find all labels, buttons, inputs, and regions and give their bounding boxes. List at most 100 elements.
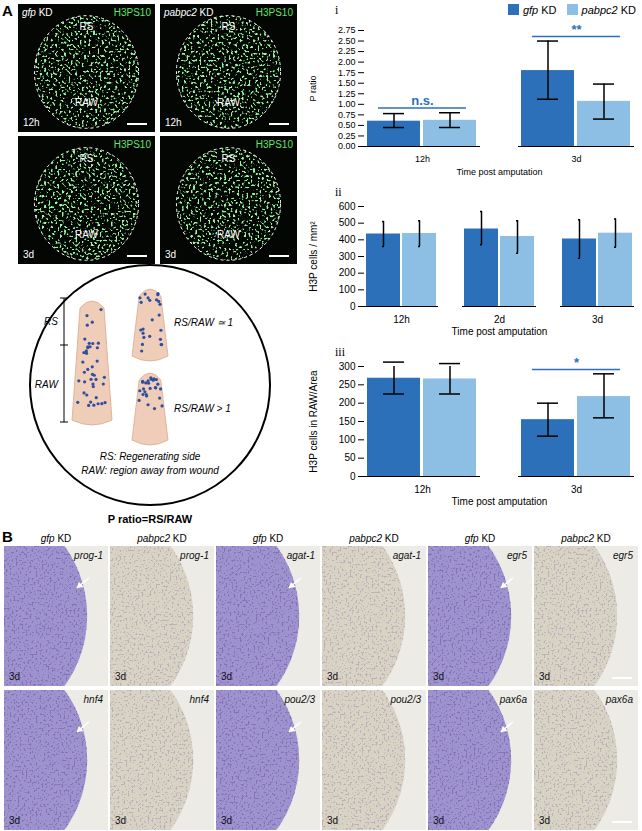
- svg-text:RS: RS: [44, 316, 58, 327]
- svg-text:3d: 3d: [165, 249, 176, 260]
- svg-text:pabpc2 KD: pabpc2 KD: [136, 533, 186, 544]
- svg-text:1.50: 1.50: [338, 78, 356, 88]
- svg-text:n.s.: n.s.: [411, 93, 433, 108]
- svg-text:3d: 3d: [23, 249, 34, 260]
- svg-text:200: 200: [339, 397, 356, 408]
- svg-text:12h: 12h: [165, 117, 182, 128]
- svg-text:Time post amputation: Time post amputation: [452, 496, 548, 507]
- svg-text:egr5: egr5: [507, 550, 527, 561]
- svg-text:RS/RAW ≃ 1: RS/RAW ≃ 1: [174, 317, 233, 328]
- svg-text:RAW: region away from wound: RAW: region away from wound: [81, 465, 219, 476]
- svg-text:H3PS10: H3PS10: [114, 7, 152, 18]
- svg-text:3d: 3d: [115, 815, 126, 826]
- svg-text:RS: RS: [80, 153, 94, 164]
- svg-text:600: 600: [339, 201, 356, 212]
- svg-text:egr5: egr5: [613, 550, 633, 561]
- svg-text:3d: 3d: [327, 671, 338, 682]
- svg-text:gfp KD: gfp KD: [41, 533, 72, 544]
- svg-text:pax6a: pax6a: [605, 694, 634, 705]
- svg-text:hnf4: hnf4: [190, 694, 210, 705]
- svg-text:400: 400: [339, 234, 356, 245]
- svg-text:P ratio: P ratio: [308, 76, 318, 102]
- svg-text:200: 200: [339, 267, 356, 278]
- svg-text:prog-1: prog-1: [73, 550, 103, 561]
- svg-text:50: 50: [344, 452, 356, 463]
- svg-text:3d: 3d: [433, 671, 444, 682]
- svg-text:100: 100: [339, 434, 356, 445]
- svg-text:pabpc2 KD: pabpc2 KD: [348, 533, 398, 544]
- svg-text:H3PS10: H3PS10: [256, 7, 294, 18]
- svg-text:2.00: 2.00: [338, 57, 356, 67]
- svg-text:1.75: 1.75: [338, 68, 356, 78]
- svg-text:2d: 2d: [494, 314, 505, 325]
- svg-text:*: *: [574, 355, 580, 370]
- svg-text:12h: 12h: [414, 484, 431, 495]
- svg-text:RS: RS: [222, 21, 236, 32]
- svg-text:RS/RAW > 1: RS/RAW > 1: [174, 403, 231, 414]
- svg-text:RS: Regenerating side: RS: Regenerating side: [100, 451, 201, 462]
- svg-text:P ratio=RS/RAW: P ratio=RS/RAW: [108, 513, 193, 525]
- svg-text:RAW: RAW: [217, 97, 241, 108]
- html-text:gfp KD: gfp KD: [522, 4, 557, 16]
- svg-text:RAW: RAW: [75, 229, 99, 240]
- svg-text:1.25: 1.25: [338, 89, 356, 99]
- svg-text:3d: 3d: [221, 815, 232, 826]
- svg-text:gfp KD: gfp KD: [253, 533, 284, 544]
- svg-text:H3PS10: H3PS10: [256, 139, 294, 150]
- svg-text:A: A: [2, 2, 13, 19]
- svg-text:prog-1: prog-1: [179, 550, 209, 561]
- svg-text:hnf4: hnf4: [84, 694, 104, 705]
- svg-text:3d: 3d: [592, 314, 603, 325]
- svg-text:0.75: 0.75: [338, 110, 356, 120]
- svg-text:agat-1: agat-1: [393, 550, 421, 561]
- svg-text:H3P cells / mm²: H3P cells / mm²: [308, 221, 319, 292]
- svg-text:gfp KD: gfp KD: [465, 533, 496, 544]
- svg-text:B: B: [2, 528, 13, 545]
- svg-text:Time post amputation: Time post amputation: [452, 326, 548, 337]
- svg-text:2.25: 2.25: [338, 46, 356, 56]
- svg-text:pou2/3: pou2/3: [389, 694, 421, 705]
- svg-text:pax6a: pax6a: [499, 694, 528, 705]
- svg-text:2.50: 2.50: [338, 36, 356, 46]
- svg-text:300: 300: [339, 251, 356, 262]
- svg-text:3d: 3d: [115, 671, 126, 682]
- svg-text:RS: RS: [80, 21, 94, 32]
- svg-text:3d: 3d: [539, 815, 550, 826]
- svg-text:pou2/3: pou2/3: [283, 694, 315, 705]
- svg-text:**: **: [571, 22, 582, 37]
- svg-text:pabpc2 KD: pabpc2 KD: [560, 533, 610, 544]
- svg-text:RAW: RAW: [217, 229, 241, 240]
- svg-text:3d: 3d: [571, 484, 582, 495]
- svg-text:0.50: 0.50: [338, 120, 356, 130]
- svg-text:12h: 12h: [23, 117, 40, 128]
- svg-text:H3P cells in RAW/Area: H3P cells in RAW/Area: [308, 370, 319, 473]
- svg-text:0.25: 0.25: [338, 131, 356, 141]
- svg-text:100: 100: [339, 284, 356, 295]
- svg-text:gfp KD: gfp KD: [22, 7, 53, 18]
- svg-text:3d: 3d: [9, 671, 20, 682]
- svg-text:3d: 3d: [571, 154, 581, 164]
- svg-text:agat-1: agat-1: [287, 550, 315, 561]
- svg-text:250: 250: [339, 379, 356, 390]
- svg-text:0: 0: [350, 301, 356, 312]
- svg-text:150: 150: [339, 416, 356, 427]
- svg-text:0: 0: [350, 471, 356, 482]
- svg-text:3d: 3d: [221, 671, 232, 682]
- svg-text:1.00: 1.00: [338, 99, 356, 109]
- svg-text:0.00: 0.00: [338, 141, 356, 151]
- svg-text:12h: 12h: [393, 314, 410, 325]
- svg-text:Time post amputation: Time post amputation: [456, 167, 542, 177]
- svg-text:3d: 3d: [539, 671, 550, 682]
- svg-text:RAW: RAW: [75, 97, 99, 108]
- svg-text:300: 300: [339, 361, 356, 372]
- svg-text:500: 500: [339, 217, 356, 228]
- svg-text:3d: 3d: [9, 815, 20, 826]
- svg-text:H3PS10: H3PS10: [114, 139, 152, 150]
- svg-text:3d: 3d: [327, 815, 338, 826]
- svg-text:2.75: 2.75: [338, 25, 356, 35]
- svg-text:pabpc2 KD: pabpc2 KD: [163, 7, 213, 18]
- svg-text:3d: 3d: [433, 815, 444, 826]
- svg-text:RS: RS: [222, 153, 236, 164]
- svg-text:12h: 12h: [415, 154, 430, 164]
- svg-text:RAW: RAW: [35, 379, 60, 390]
